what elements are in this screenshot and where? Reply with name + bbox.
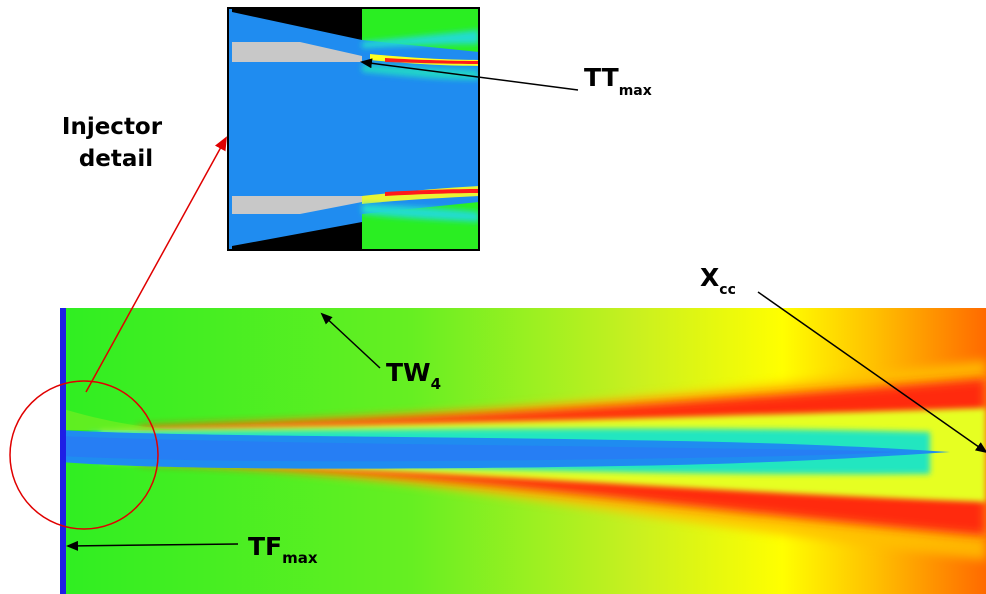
xcc-label: Xcc [700,263,736,298]
tw4-arrow [320,312,381,369]
tt-max-arrow [360,58,579,91]
inset-border [227,7,480,251]
temperature-field [60,308,986,594]
tf-max-arrow [66,540,239,551]
tw4-label: TW4 [386,358,441,393]
injector-detail-label: Injector detail [62,114,170,172]
injector-callout-circle [9,380,159,530]
injector-callout-arrow [85,136,227,393]
xcc-arrow [757,291,986,454]
tf-max-label: TFmax [248,532,318,567]
injector-detail-inset [227,7,480,251]
tt-max-label: TTmax [584,63,652,99]
